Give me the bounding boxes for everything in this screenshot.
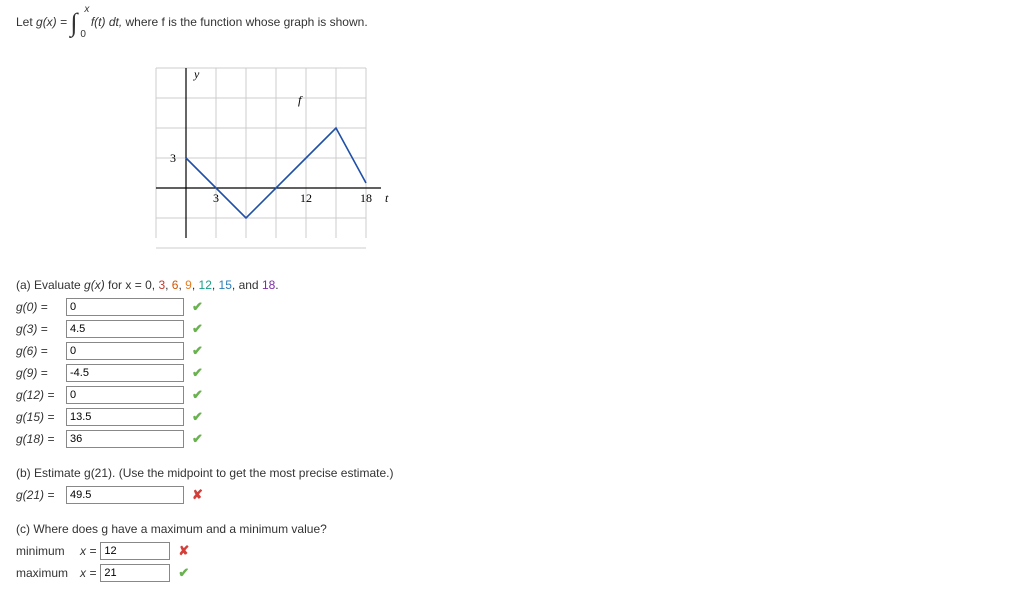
part-a-rows: g(0) =✔g(3) =✔g(6) =✔g(9) =✔g(12) =✔g(15… [16, 296, 1008, 450]
part-b-prompt: (b) Estimate g(21). (Use the midpoint to… [16, 466, 1008, 480]
part-b: (b) Estimate g(21). (Use the midpoint to… [16, 466, 1008, 506]
integral-symbol: ∫ x 0 [70, 8, 77, 38]
x-icon: ✘ [192, 487, 203, 503]
xval-0: 0 [145, 278, 152, 292]
pc-label-1: maximum [16, 566, 76, 580]
graph-svg: 3 12 18 3 y t f [126, 48, 406, 258]
pa-input-5[interactable] [66, 408, 184, 426]
stmt-gx: g(x) = [36, 15, 70, 29]
pc-prefix-1: x = [80, 566, 96, 580]
part-a-prompt: (a) Evaluate g(x) for x = 0, 3, 6, 9, 12… [16, 278, 1008, 292]
stmt-suffix: where f is the function whose graph is s… [126, 15, 368, 29]
part-a: (a) Evaluate g(x) for x = 0, 3, 6, 9, 12… [16, 278, 1008, 450]
check-icon: ✔ [192, 365, 203, 381]
part-b-row: g(21) = ✘ [16, 484, 1008, 506]
pc-input-1[interactable] [100, 564, 170, 582]
svg-text:y: y [193, 67, 200, 81]
pa-input-1[interactable] [66, 320, 184, 338]
pa-gx: g(x) [84, 278, 105, 292]
svg-text:3: 3 [213, 191, 219, 205]
pa-mid: for x = [105, 278, 145, 292]
check-icon: ✔ [192, 387, 203, 403]
pc-prefix-0: x = [80, 544, 96, 558]
svg-text:3: 3 [170, 151, 176, 165]
pa-row-0: g(0) = ✔ [16, 296, 1008, 318]
pa-label-2: g(6) = [16, 344, 62, 358]
pa-row-6: g(18) = ✔ [16, 428, 1008, 450]
pa-label-6: g(18) = [16, 432, 62, 446]
xval-9: 9 [185, 278, 192, 292]
xval-15: 15 [219, 278, 232, 292]
pa-suffix: . [275, 278, 278, 292]
pc-label-0: minimum [16, 544, 76, 558]
pa-label-4: g(12) = [16, 388, 62, 402]
pa-row-2: g(6) = ✔ [16, 340, 1008, 362]
pa-input-2[interactable] [66, 342, 184, 360]
pc-row-1: maximum x = ✔ [16, 562, 1008, 584]
pa-label-3: g(9) = [16, 366, 62, 380]
graph-container: 3 12 18 3 y t f [126, 48, 1008, 258]
pa-row-4: g(12) = ✔ [16, 384, 1008, 406]
check-icon: ✔ [192, 431, 203, 447]
pa-input-0[interactable] [66, 298, 184, 316]
pa-input-6[interactable] [66, 430, 184, 448]
pa-label-0: g(0) = [16, 300, 62, 314]
part-c-rows: minimum x = ✘ maximum x = ✔ [16, 540, 1008, 584]
svg-text:12: 12 [300, 191, 312, 205]
check-icon: ✔ [192, 409, 203, 425]
stmt-integrand: f(t) dt, [91, 15, 122, 29]
integral-upper: x [84, 4, 89, 15]
pa-label-1: g(3) = [16, 322, 62, 336]
pa-input-4[interactable] [66, 386, 184, 404]
pa-label-5: g(15) = [16, 410, 62, 424]
svg-text:f: f [298, 93, 303, 107]
pc-row-0: minimum x = ✘ [16, 540, 1008, 562]
stmt-prefix: Let [16, 15, 36, 29]
pb-input[interactable] [66, 486, 184, 504]
pa-row-5: g(15) = ✔ [16, 406, 1008, 428]
xval-12: 12 [199, 278, 212, 292]
svg-text:t: t [385, 191, 389, 205]
svg-text:18: 18 [360, 191, 372, 205]
problem-statement: Let g(x) = ∫ x 0 f(t) dt, where f is the… [16, 8, 1008, 38]
check-icon: ✔ [192, 343, 203, 359]
check-icon: ✔ [192, 321, 203, 337]
xval-18: 18 [262, 278, 275, 292]
check-icon: ✔ [192, 299, 203, 315]
pa-row-1: g(3) = ✔ [16, 318, 1008, 340]
check-icon: ✔ [178, 565, 189, 581]
pa-input-3[interactable] [66, 364, 184, 382]
pa-prefix: (a) Evaluate [16, 278, 84, 292]
pa-row-3: g(9) = ✔ [16, 362, 1008, 384]
pb-label: g(21) = [16, 488, 62, 502]
part-c: (c) Where does g have a maximum and a mi… [16, 522, 1008, 584]
x-icon: ✘ [178, 543, 189, 559]
part-c-prompt: (c) Where does g have a maximum and a mi… [16, 522, 1008, 536]
pa-xvals: 0, 3, 6, 9, 12, 15, and 18 [145, 278, 275, 292]
integral-lower: 0 [80, 29, 86, 40]
pc-input-0[interactable] [100, 542, 170, 560]
